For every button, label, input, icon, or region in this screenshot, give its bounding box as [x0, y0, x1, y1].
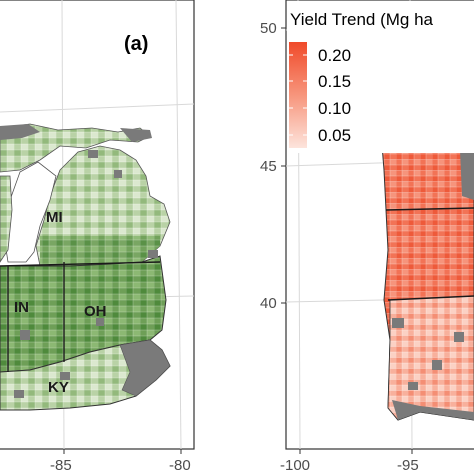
legend-tick-label: 0.10	[318, 99, 351, 118]
panel-a-no-data-counties	[14, 150, 158, 398]
panel-b-no-data-south	[392, 400, 474, 420]
panel-a-state-borders	[0, 261, 161, 372]
panel-b-state-borders	[385, 207, 474, 301]
state-label-in: IN	[14, 299, 29, 316]
upper-peninsula-no-data-2	[120, 128, 152, 142]
panel-b-y-tick: 50	[260, 20, 277, 37]
panel-b-y-axis: 50 45 40	[260, 20, 286, 312]
panel-b-y-tick: 40	[260, 295, 277, 312]
panel-a-x-axis: -85 -80	[50, 449, 191, 474]
panel-b-x-tick: -100	[280, 457, 310, 474]
state-label-mi: MI	[46, 209, 63, 226]
panel-a-x-tick: -85	[50, 457, 72, 474]
legend-colorbar	[289, 42, 307, 148]
kentucky-east-no-data	[119, 339, 171, 397]
panel-a-x-tick: -80	[169, 457, 191, 474]
panel-b-x-tick: -95	[397, 457, 419, 474]
legend: Yield Trend (Mg ha 0.20 0.15 0.10 0.05	[287, 1, 474, 153]
legend-tick-label: 0.15	[318, 72, 351, 91]
state-label-oh: OH	[84, 303, 107, 320]
state-label-ky: KY	[48, 379, 69, 396]
panel-b-light-south	[387, 295, 474, 421]
legend-tick-label: 0.05	[318, 126, 351, 145]
panel-b-y-tick: 45	[260, 158, 277, 175]
legend-tick-marks	[289, 54, 307, 136]
legend-background	[287, 1, 474, 153]
panel-a: (a) MI IN OH KY -85 -80	[0, 0, 195, 474]
upper-peninsula-no-data	[0, 124, 40, 140]
legend-tick-label: 0.20	[318, 46, 351, 65]
michigan-southern-counties	[40, 236, 160, 266]
panel-b-x-axis: -100 -95	[280, 449, 419, 474]
legend-title: Yield Trend (Mg ha	[290, 10, 434, 29]
panel-b-no-data-east	[460, 146, 474, 200]
panel-b: Yield Trend (Mg ha 0.20 0.15 0.10 0.05 5…	[260, 0, 474, 474]
wisconsin-edge	[0, 175, 13, 263]
upper-peninsula-region	[0, 123, 151, 173]
panel-a-tag: (a)	[124, 33, 148, 55]
